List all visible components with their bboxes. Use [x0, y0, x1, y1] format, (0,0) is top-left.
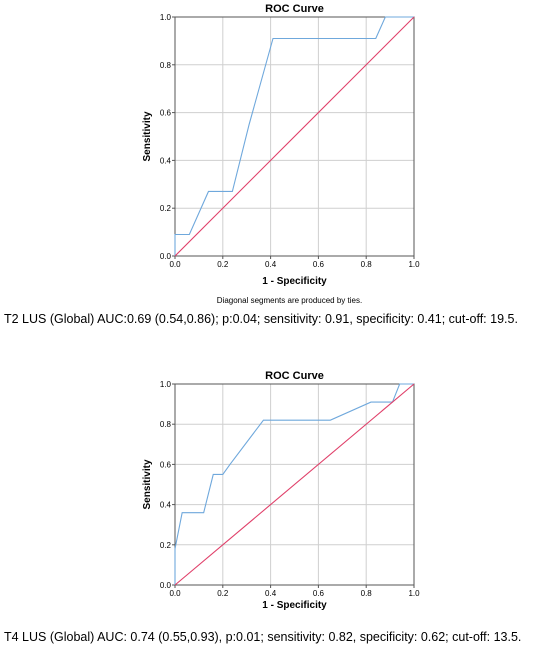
- caption-t2: T2 LUS (Global) AUC:0.69 (0.54,0.86); p:…: [4, 312, 518, 326]
- y-axis-label: Sensitivity: [142, 459, 153, 509]
- y-tick-label: 1.0: [160, 380, 172, 389]
- x-tick-label: 0.0: [169, 589, 181, 598]
- y-tick-label: 0.0: [160, 252, 172, 261]
- x-tick-label: 0.8: [361, 589, 373, 598]
- roc-chart-t4-svg: ROC Curve 0.0 0.2 0.4 0.6 0.8 1.0 0.0 0.2 0.4 0.6 0…: [142, 370, 420, 611]
- y-tick-label: 0.2: [160, 204, 172, 213]
- roc-chart-t2: ROC Curve 0.0 0.2 0.4 0.6 0.8 1.0 0.0 0.2 0.4 0.6 0…: [0, 0, 550, 310]
- y-axis-label: Sensitivity: [142, 111, 153, 161]
- plot-frame: [174, 383, 415, 586]
- caption-t4: T4 LUS (Global) AUC: 0.74 (0.55,0.93), p…: [4, 630, 522, 644]
- x-tick-label: 0.2: [217, 260, 229, 269]
- y-tick-label: 0.4: [160, 156, 172, 165]
- y-tick-label: 0.4: [160, 501, 172, 510]
- reference-diagonal-line: [174, 383, 415, 586]
- chart-footnote: Diagonal segments are produced by ties.: [217, 296, 362, 305]
- y-tick-label: 1.0: [160, 13, 172, 22]
- plot-frame: [174, 16, 415, 257]
- y-tick-label: 0.6: [160, 460, 172, 469]
- x-tick-label: 0.6: [313, 260, 325, 269]
- y-tick-label: 0.2: [160, 541, 172, 550]
- roc-chart-t2-svg: ROC Curve 0.0 0.2 0.4 0.6 0.8 1.0 0.0 0.2 0.4 0.6 0…: [142, 3, 420, 305]
- x-tick-label: 0.2: [217, 589, 229, 598]
- x-tick-label: 0.4: [265, 260, 277, 269]
- chart-title: ROC Curve: [265, 3, 324, 15]
- y-tick-label: 0.6: [160, 109, 172, 118]
- x-tick-label: 0.4: [265, 589, 277, 598]
- x-axis-label: 1 - Specificity: [262, 276, 327, 287]
- reference-diagonal-line: [174, 16, 415, 257]
- x-tick-label: 0.6: [313, 589, 325, 598]
- chart-title: ROC Curve: [265, 370, 324, 382]
- y-tick-label: 0.8: [160, 420, 172, 429]
- x-tick-label: 1.0: [408, 260, 420, 269]
- y-tick-label: 0.8: [160, 61, 172, 70]
- x-tick-label: 0.8: [361, 260, 373, 269]
- x-axis-label: 1 - Specificity: [262, 600, 327, 611]
- x-tick-label: 1.0: [408, 589, 420, 598]
- x-tick-label: 0.0: [169, 260, 181, 269]
- y-tick-label: 0.0: [160, 581, 172, 590]
- roc-chart-t4: ROC Curve 0.0 0.2 0.4 0.6 0.8 1.0 0.0 0.2 0.4 0.6 0…: [0, 367, 550, 617]
- roc-curve-line: [174, 16, 414, 256]
